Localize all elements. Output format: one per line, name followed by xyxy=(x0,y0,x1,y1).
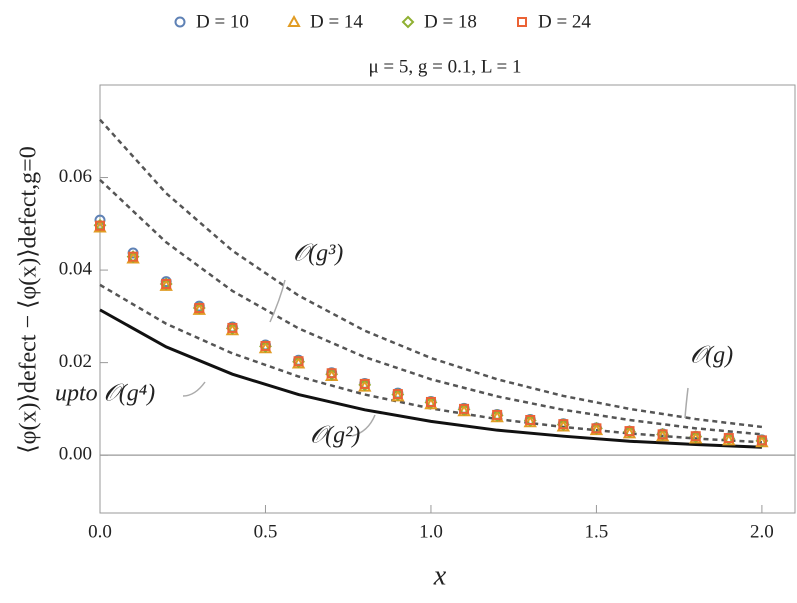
legend-label: D = 18 xyxy=(424,11,477,32)
callout xyxy=(182,381,206,397)
curve xyxy=(99,178,763,436)
data-point xyxy=(657,429,668,440)
curve xyxy=(99,308,762,449)
data-point xyxy=(95,220,105,231)
legend-label: D = 14 xyxy=(310,11,363,32)
data-point xyxy=(690,431,701,442)
data-point xyxy=(194,303,205,314)
data-point xyxy=(260,340,271,351)
curve-label: 𝒪(g²) xyxy=(310,423,360,449)
data-point xyxy=(525,414,536,425)
curve-label: 𝒪(g) xyxy=(690,343,733,369)
y-axis-label: ⟨φ(x)⟩defect − ⟨φ(x)⟩defect,g=0 xyxy=(16,146,42,453)
data-point xyxy=(326,368,337,379)
callout xyxy=(351,414,376,437)
plot-frame xyxy=(99,84,796,514)
curve-label: 𝒪(g³) xyxy=(293,241,343,267)
data-point xyxy=(459,403,470,414)
data-point xyxy=(624,426,635,437)
legend-marker xyxy=(287,14,301,27)
data-point xyxy=(492,409,503,420)
legend-marker xyxy=(174,16,186,28)
data-point xyxy=(227,322,238,333)
curve xyxy=(99,118,763,429)
x-tick-label: 2.0 xyxy=(750,521,774,542)
curve-label: upto 𝒪(g⁴) xyxy=(55,381,155,407)
chart-title: μ = 5, g = 0.1, L = 1 xyxy=(369,56,522,77)
legend-label: D = 24 xyxy=(538,11,591,32)
y-tick-label: 0.04 xyxy=(59,258,93,279)
x-axis-label: x xyxy=(433,560,447,591)
data-point xyxy=(591,423,602,434)
y-tick-label: 0.00 xyxy=(59,444,92,465)
data-point xyxy=(293,356,304,367)
data-point xyxy=(425,396,436,407)
curve xyxy=(99,283,762,444)
data-point xyxy=(558,419,569,430)
x-tick-label: 0.5 xyxy=(254,521,278,542)
y-tick-label: 0.06 xyxy=(59,166,92,187)
data-point xyxy=(756,435,767,446)
legend-marker xyxy=(401,15,415,29)
legend-marker xyxy=(517,17,527,27)
data-point xyxy=(161,278,172,289)
x-tick-label: 1.0 xyxy=(419,521,443,542)
callout xyxy=(269,279,286,323)
data-point xyxy=(392,389,403,400)
x-tick-label: 0.0 xyxy=(88,521,112,542)
y-tick-label: 0.02 xyxy=(59,351,92,372)
data-point xyxy=(723,433,734,444)
data-point xyxy=(94,214,106,226)
callout xyxy=(684,387,689,419)
data-point xyxy=(128,251,139,262)
data-point xyxy=(359,378,370,389)
legend-label: D = 10 xyxy=(196,11,249,32)
x-tick-label: 1.5 xyxy=(585,521,609,542)
